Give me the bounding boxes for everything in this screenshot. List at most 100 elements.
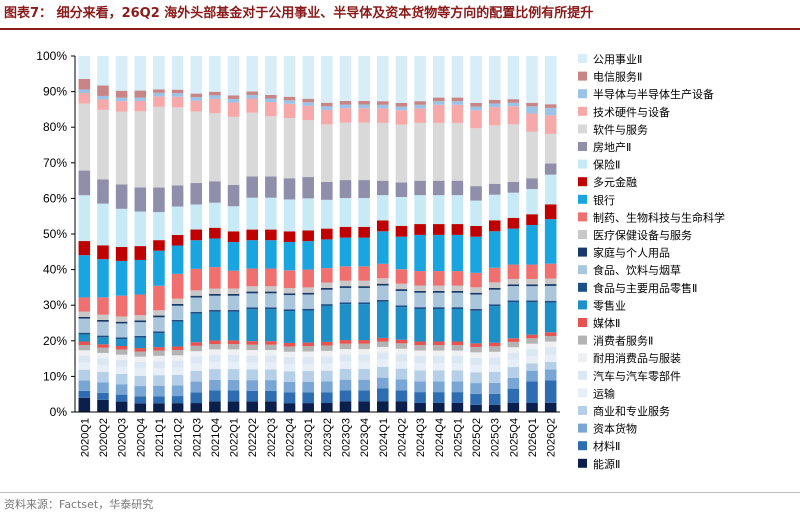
bar-segment: [358, 343, 370, 350]
bar-segment: [526, 131, 538, 179]
bar-segment: [526, 106, 538, 114]
bar-segment: [190, 111, 203, 184]
bar-segment: [153, 396, 165, 404]
bar-segment: [209, 238, 221, 268]
bar-segment: [432, 370, 445, 382]
bar-segment: [302, 177, 314, 199]
bar-segment: [153, 375, 165, 386]
bar-segment: [97, 179, 109, 204]
legend-swatch: [578, 353, 587, 363]
bar-segment: [153, 250, 165, 286]
bar-segment: [358, 56, 370, 101]
bar-segment: [488, 364, 501, 372]
bar-segment: [414, 234, 426, 272]
bar-segment: [78, 334, 91, 342]
bar-segment: [283, 342, 296, 347]
bar-segment: [97, 297, 109, 315]
bar-segment: [526, 286, 538, 301]
bar-segment: [414, 56, 426, 102]
bar-segment: [134, 90, 147, 98]
legend-label: 多元金融: [593, 175, 637, 189]
bar-segment: [227, 349, 240, 355]
bar-segment: [507, 341, 520, 348]
bar-segment: [321, 124, 333, 182]
bar-segment: [283, 311, 296, 343]
bar-segment: [227, 270, 240, 289]
legend-swatch: [578, 458, 587, 468]
bar-segment: [526, 56, 538, 103]
bar-segment: [134, 246, 147, 260]
bar-segment: [115, 260, 128, 296]
bar-segment: [544, 354, 557, 362]
bar-segment: [321, 341, 333, 346]
bar-segment: [451, 341, 464, 346]
bar-segment: [115, 354, 128, 360]
bar-segment: [97, 259, 109, 298]
bar-segment: [339, 286, 352, 288]
bar-segment: [321, 106, 333, 110]
bar-segment: [488, 351, 501, 358]
y-tick-label: 40%: [43, 263, 67, 277]
y-tick-label: 100%: [36, 49, 67, 63]
bar-segment: [134, 259, 147, 295]
bar-segment: [414, 104, 426, 109]
bar-segment: [283, 295, 296, 310]
bar-segment: [115, 323, 128, 338]
bar-segment: [470, 346, 482, 353]
bar-segment: [134, 368, 147, 376]
legend-swatch: [578, 300, 587, 310]
bar-segment: [302, 105, 314, 121]
bar-segment: [358, 368, 370, 380]
bar-segment: [377, 56, 389, 102]
bar-segment: [227, 361, 240, 370]
bar-segment: [544, 361, 557, 370]
bar-segment: [339, 340, 352, 344]
bar-segment: [265, 341, 277, 345]
bar-segment: [227, 231, 240, 243]
bar-segment: [414, 392, 426, 403]
bar-segment: [432, 402, 445, 412]
bar-segment: [171, 360, 184, 368]
bar-segment: [171, 245, 184, 274]
bar-segment: [209, 310, 221, 312]
bar-segment: [283, 293, 296, 296]
bar-segment: [153, 331, 165, 334]
bar-segment: [153, 92, 165, 97]
bar-segment: [78, 170, 91, 196]
x-tick-label: 2020Q2: [98, 418, 110, 457]
bar-segment: [358, 401, 370, 412]
legend-swatch: [578, 247, 587, 257]
bar-segment: [246, 240, 258, 269]
bar-segment: [115, 394, 128, 402]
bar-segment: [134, 111, 147, 188]
bar-segment: [377, 352, 389, 360]
bar-segment: [339, 401, 352, 412]
bar-segment: [171, 107, 184, 186]
bar-segment: [414, 271, 426, 286]
x-tick-label: 2025Q1: [452, 418, 464, 457]
bar-segment: [153, 368, 165, 376]
y-axis: 0% 10% 20% 30% 40% 50% 60% 70% 80% 90% 100%: [36, 49, 76, 419]
legend-swatch: [578, 406, 587, 415]
bar-segment: [209, 311, 221, 341]
bar-segment: [470, 225, 482, 237]
title-divider: [0, 28, 800, 30]
bar-segment: [190, 295, 203, 298]
bar-segment: [470, 393, 482, 405]
legend-label: 半导体与半导体生产设备: [593, 87, 714, 101]
bar-segment: [265, 98, 277, 103]
bar-segment: [246, 401, 258, 412]
bar-segment: [246, 56, 258, 92]
bar-segment: [190, 342, 203, 346]
bar-segment: [321, 199, 333, 229]
bar-segment: [321, 304, 333, 306]
bar-segment: [526, 214, 538, 226]
bar-segment: [302, 381, 314, 393]
bar-segment: [507, 388, 520, 404]
bar-segment: [507, 359, 520, 368]
bar-segment: [115, 346, 128, 350]
x-tick-label: 2022Q1: [229, 418, 241, 457]
bar-segment: [432, 308, 445, 342]
bar-segment: [507, 300, 520, 303]
